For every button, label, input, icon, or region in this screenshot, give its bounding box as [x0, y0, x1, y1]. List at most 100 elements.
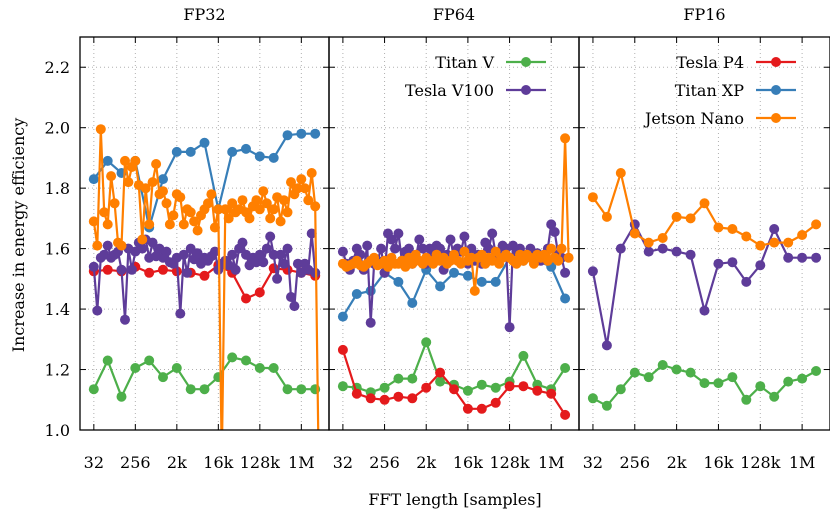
data-point [657, 233, 668, 243]
y-tick-label: 2.0 [45, 119, 70, 138]
legend-swatch-marker [521, 57, 531, 67]
data-point [560, 133, 571, 144]
data-point [272, 273, 283, 284]
data-point [393, 276, 404, 287]
data-point [393, 373, 404, 384]
data-point [755, 260, 766, 271]
frame-layer [79, 36, 830, 431]
data-point [643, 237, 654, 248]
panel-fp32-series [88, 124, 321, 430]
data-point [102, 240, 113, 251]
data-point [282, 207, 293, 218]
data-point [241, 143, 251, 154]
legend-swatch-marker [771, 113, 781, 123]
data-point [407, 298, 418, 308]
data-point [282, 243, 293, 254]
data-point [459, 246, 470, 257]
data-point [158, 174, 168, 185]
data-point [92, 305, 103, 316]
data-point [268, 249, 279, 260]
data-point [379, 394, 390, 405]
x-tick-label: 1M [538, 453, 565, 472]
data-point [528, 258, 539, 269]
data-point [449, 384, 459, 395]
data-point [147, 237, 158, 248]
data-point [783, 237, 794, 248]
data-point [227, 352, 238, 363]
x-tick-label: 2k [167, 453, 187, 472]
data-point [185, 207, 196, 218]
data-point [116, 391, 127, 402]
data-point [130, 363, 141, 373]
data-point [445, 234, 456, 245]
data-point [102, 155, 113, 166]
data-point [279, 195, 289, 206]
data-point [699, 378, 710, 389]
data-point [258, 257, 269, 268]
data-point [811, 366, 822, 376]
data-point [462, 403, 473, 414]
data-point [279, 258, 289, 269]
y-tick-label: 2.2 [45, 58, 70, 77]
x-tick-label: 32 [333, 453, 353, 472]
data-point [476, 403, 487, 414]
y-tick-label: 1.0 [45, 421, 70, 440]
data-point [560, 409, 571, 420]
data-point [213, 372, 224, 383]
data-point [126, 264, 137, 275]
data-point [310, 201, 321, 212]
data-point [783, 252, 794, 263]
data-point [407, 393, 418, 404]
data-point [282, 384, 293, 395]
data-point [88, 261, 99, 272]
data-point [268, 152, 279, 163]
data-point [699, 198, 710, 209]
data-point [306, 228, 317, 239]
data-point [102, 264, 113, 275]
data-point [407, 373, 418, 384]
data-point [386, 234, 397, 245]
data-point [811, 219, 822, 230]
data-point [303, 195, 314, 206]
legend-swatch-marker [771, 85, 781, 95]
data-point [532, 385, 543, 396]
data-point [175, 308, 186, 319]
data-point [237, 237, 248, 248]
panel-title: FP16 [683, 5, 725, 24]
data-point [199, 270, 210, 281]
x-tick-label: 16k [453, 453, 483, 472]
data-point [390, 243, 400, 254]
data-point [178, 249, 189, 260]
data-point [102, 355, 113, 366]
y-tick-label: 1.6 [45, 240, 70, 259]
data-point [171, 146, 182, 157]
data-point [209, 246, 220, 257]
data-point [88, 174, 99, 185]
data-point [797, 252, 808, 263]
data-point [741, 276, 752, 287]
data-point [490, 382, 501, 393]
data-point [351, 388, 362, 399]
data-point [175, 192, 186, 203]
data-point [178, 219, 189, 230]
data-point [435, 281, 446, 292]
data-point [120, 314, 130, 325]
data-point [546, 243, 557, 254]
y-axis-label: Increase in energy efficiency [9, 118, 28, 353]
data-point [282, 130, 293, 141]
panel-frame [578, 36, 830, 431]
data-point [337, 381, 348, 392]
data-point [244, 213, 255, 224]
data-point [144, 267, 155, 278]
data-point [261, 243, 272, 254]
data-point [275, 216, 286, 227]
data-point [615, 384, 626, 395]
legend-label: Tesla V100 [405, 81, 494, 100]
data-point [258, 186, 269, 197]
data-point [206, 189, 217, 200]
data-point [671, 364, 682, 375]
data-point [299, 183, 310, 194]
data-point [490, 276, 501, 287]
data-point [741, 231, 752, 242]
